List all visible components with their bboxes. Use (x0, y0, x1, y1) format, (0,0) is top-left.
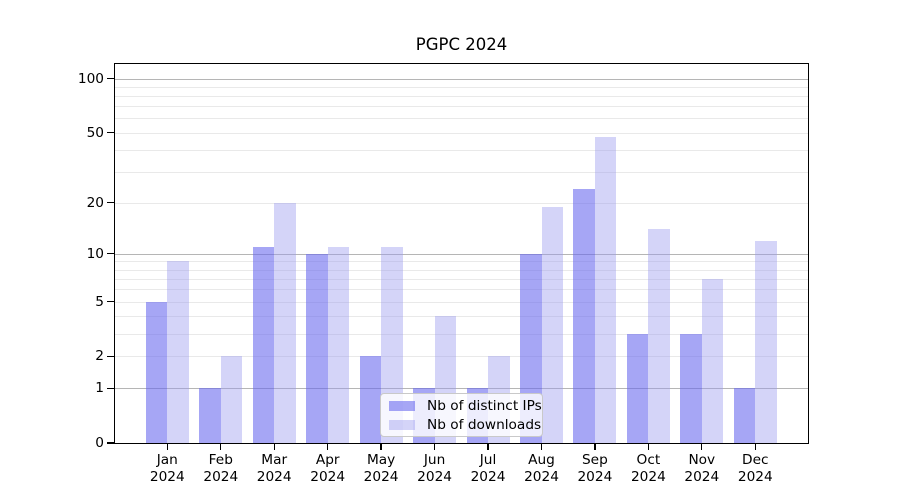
x-tick-mark (647, 444, 649, 450)
x-tick-label: Dec 2024 (737, 452, 773, 485)
gridline-minor (115, 261, 808, 263)
y-tick-mark (107, 77, 114, 80)
x-tick-mark (166, 444, 168, 450)
y-tick-mark (107, 253, 114, 255)
bar-downloads-apr (327, 246, 350, 444)
y-tick-label: 50 (86, 124, 104, 141)
x-tick-mark (220, 444, 222, 450)
x-tick-mark (433, 444, 436, 450)
y-tick-label: 100 (77, 70, 104, 87)
x-tick-label: Nov 2024 (684, 452, 720, 485)
gridline-minor (115, 202, 808, 204)
chart-title: PGPC 2024 (415, 35, 508, 54)
x-tick-label: Jun 2024 (417, 452, 453, 485)
x-tick-mark (273, 444, 275, 450)
y-tick-mark (107, 300, 114, 303)
x-tick-mark (754, 444, 756, 450)
bar-distinct-ips-sep (573, 188, 595, 444)
gridline-minor (115, 269, 808, 271)
gridline-minor (115, 171, 808, 173)
x-tick-mark (327, 444, 329, 450)
bar-downloads-mar (274, 202, 296, 444)
bar-distinct-ips-jan (145, 301, 168, 444)
gridline-minor (115, 86, 808, 88)
x-tick-label: Aug 2024 (524, 452, 559, 485)
bar-distinct-ips-apr (306, 253, 328, 444)
x-tick-label: Feb 2024 (203, 452, 239, 485)
gridline-major (115, 253, 808, 255)
gridline-minor (115, 278, 808, 280)
legend: Nb of distinct IPs Nb of downloads (380, 393, 543, 437)
x-tick-mark (487, 444, 489, 450)
legend-label-distinct-ips: Nb of distinct IPs (427, 397, 542, 414)
x-tick-mark (380, 444, 382, 450)
gridline-major (115, 388, 808, 390)
legend-label-downloads: Nb of downloads (427, 416, 542, 433)
y-tick-label: 10 (86, 245, 104, 262)
gridline-minor (115, 301, 808, 303)
y-tick-mark (107, 131, 114, 134)
x-tick-label: Mar 2024 (256, 452, 292, 485)
gridline-minor (115, 356, 808, 358)
x-tick-mark (701, 444, 703, 450)
y-tick-label: 0 (95, 435, 104, 451)
x-tick-mark (594, 444, 596, 450)
y-tick-mark (107, 442, 114, 444)
y-tick-label: 1 (95, 380, 104, 397)
x-tick-label: Sep 2024 (577, 452, 613, 485)
bar-downloads-jan (167, 261, 189, 444)
legend-swatch-distinct-ips (389, 400, 415, 411)
gridline-minor (115, 333, 808, 335)
gridline-minor (115, 315, 808, 317)
bar-downloads-aug (541, 206, 563, 444)
legend-swatch-downloads (389, 419, 415, 430)
x-tick-label: May 2024 (363, 452, 399, 485)
gridline-major (115, 78, 808, 80)
bar-downloads-nov (701, 278, 724, 444)
bar-distinct-ips-mar (252, 246, 275, 444)
y-tick-mark (107, 201, 114, 204)
bar-distinct-ips-feb (199, 388, 221, 444)
gridline-minor (115, 149, 808, 151)
gridline-minor (115, 132, 808, 134)
y-tick-mark (107, 355, 114, 357)
legend-item-distinct-ips: Nb of distinct IPs (381, 397, 542, 414)
bar-downloads-sep (594, 137, 617, 444)
x-tick-label: Apr 2024 (310, 452, 346, 485)
bar-downloads-oct (648, 229, 670, 444)
x-tick-label: Jan 2024 (149, 452, 185, 485)
y-tick-mark (107, 387, 114, 389)
bar-downloads-dec (755, 240, 777, 444)
y-tick-label: 5 (95, 293, 104, 310)
bar-distinct-ips-nov (680, 333, 702, 444)
plot-area (114, 63, 809, 444)
y-tick-label: 2 (95, 348, 104, 365)
y-tick-label: 20 (86, 194, 104, 211)
gridline-minor (115, 118, 808, 120)
gridline-minor (115, 106, 808, 108)
bar-distinct-ips-may (359, 356, 382, 444)
x-tick-label: Jul 2024 (470, 452, 506, 485)
x-tick-mark (540, 444, 543, 450)
bar-distinct-ips-dec (733, 388, 756, 444)
x-tick-label: Oct 2024 (630, 452, 666, 485)
gridline-minor (115, 96, 808, 97)
bar-downloads-feb (220, 356, 243, 444)
bar-distinct-ips-oct (626, 333, 649, 444)
gridline-minor (115, 289, 808, 291)
legend-item-downloads: Nb of downloads (381, 416, 542, 433)
